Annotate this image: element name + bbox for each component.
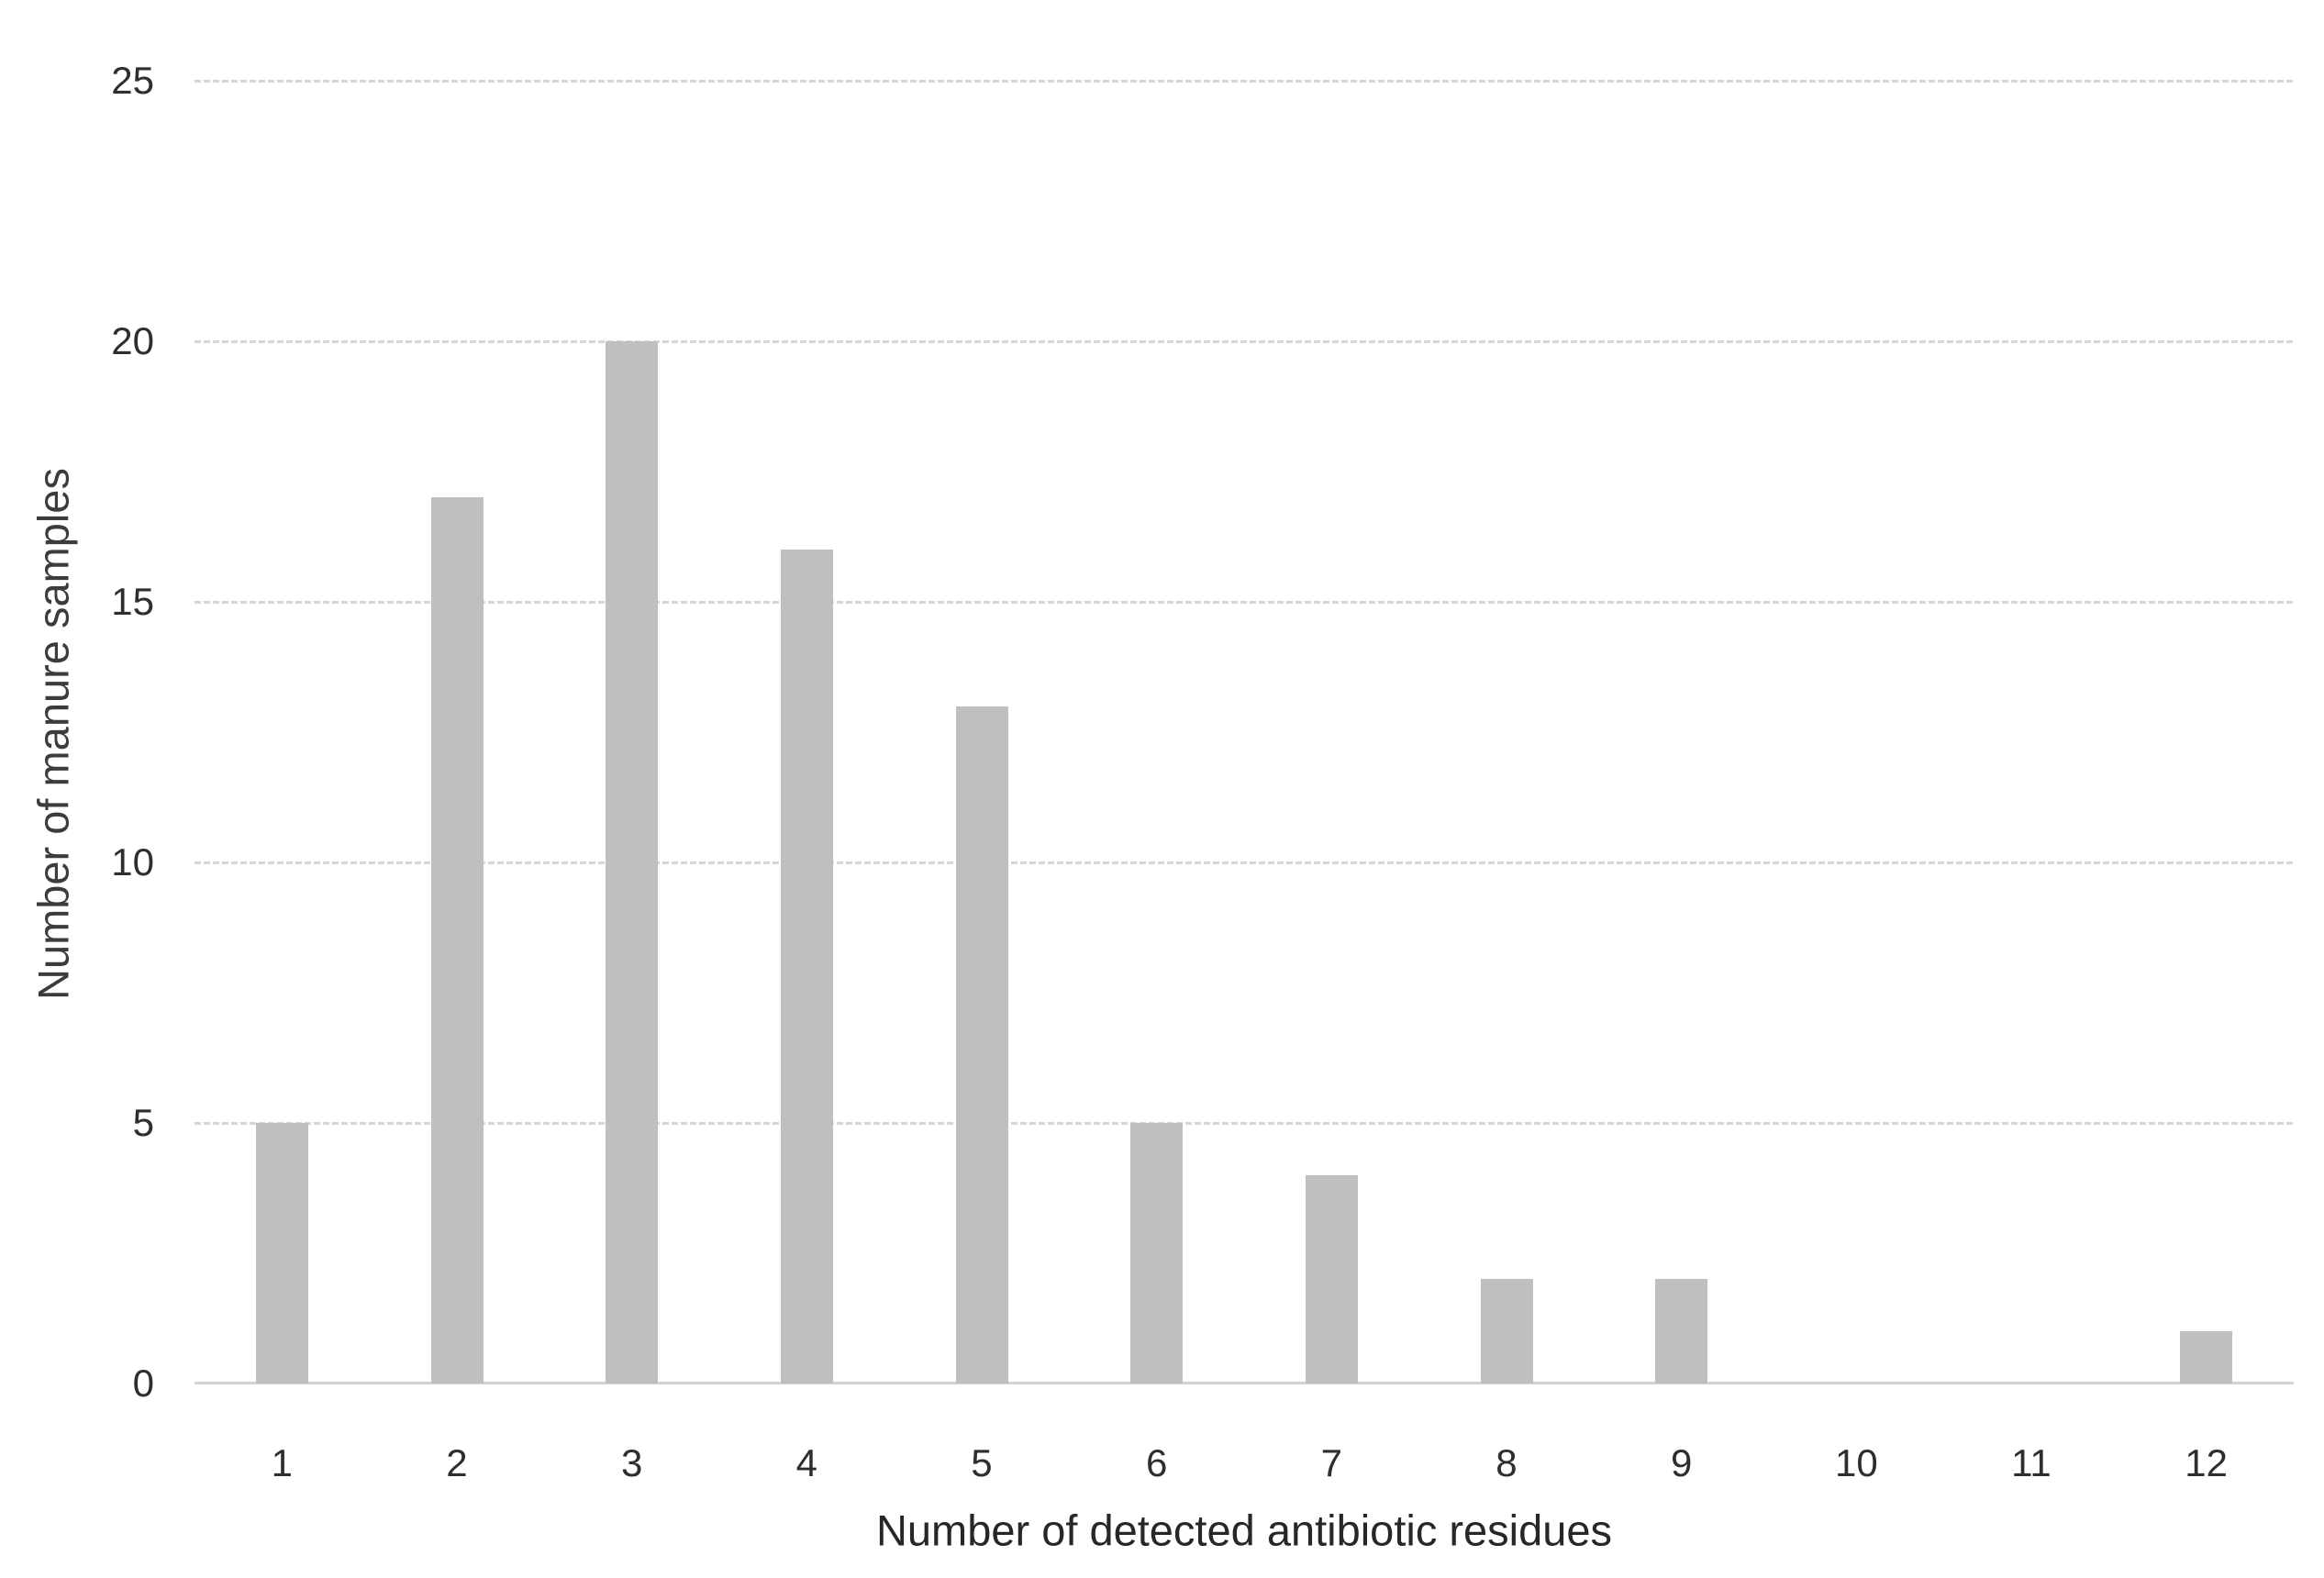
y-tick-label-0: 0: [132, 1361, 154, 1405]
x-tick-label-12: 12: [2185, 1441, 2229, 1484]
bar-4: [780, 550, 833, 1384]
x-tick-label-7: 7: [1320, 1441, 1342, 1484]
x-tick-label-5: 5: [971, 1441, 993, 1484]
bar-12: [2180, 1331, 2233, 1384]
bar-7: [1305, 1174, 1358, 1384]
gridline-y-10: [195, 861, 2294, 864]
y-tick-label-5: 5: [132, 1101, 154, 1144]
bar-8: [1480, 1279, 1533, 1384]
y-tick-label-25: 25: [111, 59, 154, 102]
x-tick-label-1: 1: [271, 1441, 293, 1484]
x-tick-label-2: 2: [446, 1441, 468, 1484]
gridline-y-5: [195, 1122, 2294, 1125]
gridline-y-15: [195, 601, 2294, 604]
x-tick-label-11: 11: [2011, 1441, 2052, 1484]
gridline-y-25: [195, 80, 2294, 83]
x-tick-label-3: 3: [620, 1441, 643, 1484]
x-tick-label-4: 4: [795, 1441, 817, 1484]
plot-area: [195, 80, 2294, 1384]
bar-3: [606, 341, 659, 1384]
bar-2: [430, 497, 484, 1384]
y-tick-label-20: 20: [111, 319, 154, 362]
x-axis-line: [195, 1382, 2294, 1384]
x-tick-label-9: 9: [1670, 1441, 1693, 1484]
x-tick-label-6: 6: [1145, 1441, 1168, 1484]
y-tick-label-15: 15: [111, 580, 154, 623]
y-axis-title: Number of manure samples: [28, 468, 78, 1000]
bar-6: [1130, 1123, 1184, 1384]
y-tick-label-10: 10: [111, 840, 154, 883]
bar-1: [255, 1123, 308, 1384]
bar-5: [955, 706, 1008, 1384]
x-tick-label-10: 10: [1834, 1441, 1878, 1484]
bar-9: [1655, 1279, 1708, 1384]
gridline-y-20: [195, 340, 2294, 343]
x-axis-title: Number of detected antibiotic residues: [875, 1506, 1613, 1555]
x-tick-label-8: 8: [1496, 1441, 1518, 1484]
